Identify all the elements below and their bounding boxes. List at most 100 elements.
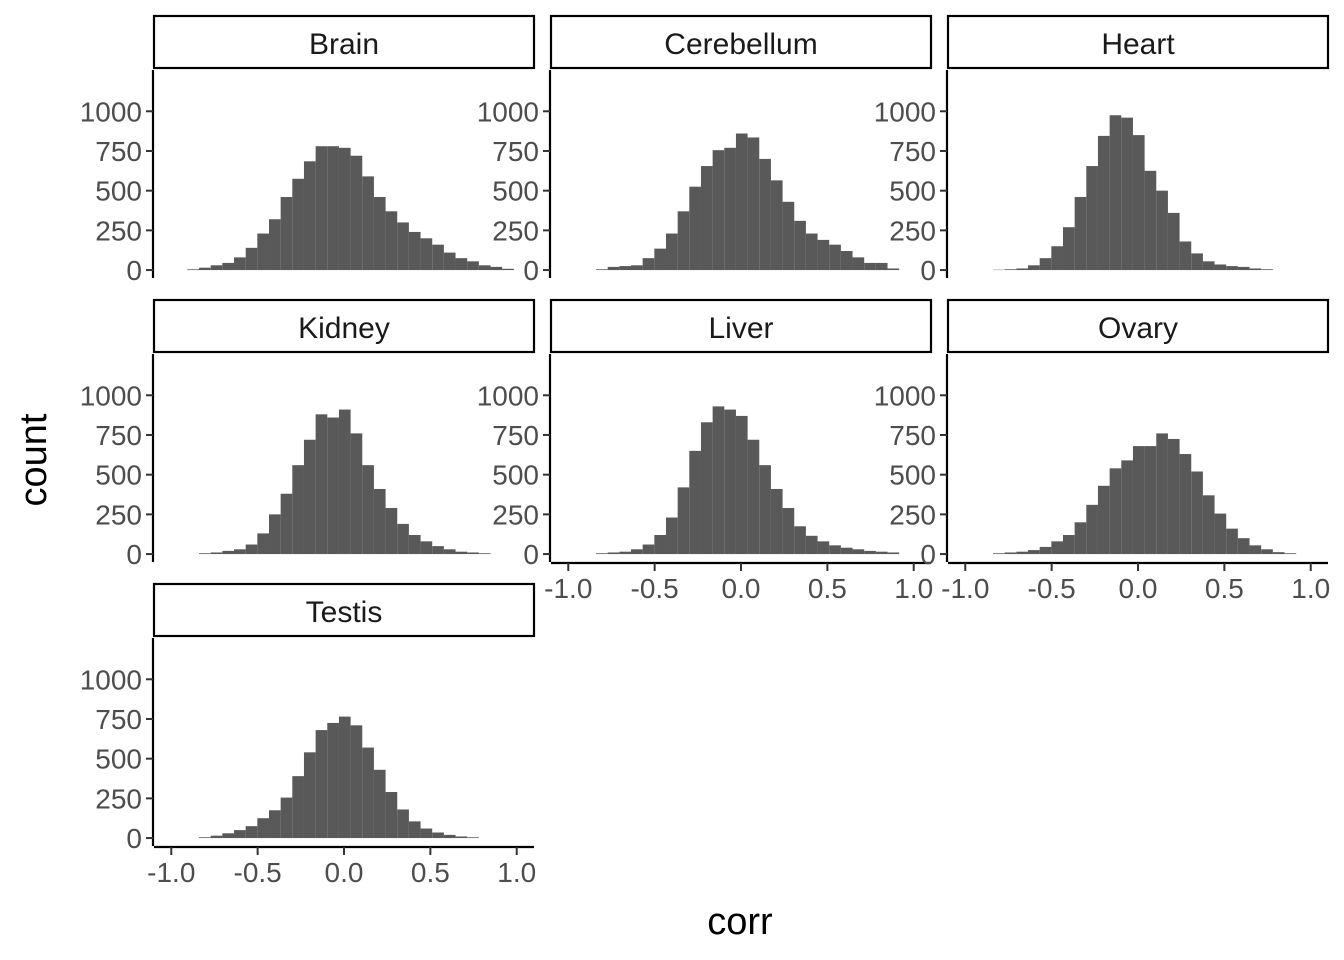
histogram-bar xyxy=(805,535,818,555)
histogram-bar xyxy=(747,439,760,555)
panels-layer: Brain 0 250 500 750 1000 Cerebellum 0 250 500 750 1… xyxy=(80,14,1330,888)
histogram-bar xyxy=(268,219,281,271)
histogram-bar xyxy=(1156,433,1168,555)
histogram-bar xyxy=(735,133,748,271)
y-tick-label: 500 xyxy=(889,176,936,207)
histogram-bar xyxy=(1132,446,1145,555)
histogram-bar xyxy=(373,769,386,839)
histogram-bar xyxy=(385,792,398,839)
histogram-bar xyxy=(619,266,632,271)
histogram-bar xyxy=(222,262,235,271)
strip-label: Liver xyxy=(708,312,773,345)
histogram-bar xyxy=(245,544,258,555)
histogram-bar xyxy=(1097,485,1110,555)
histogram-bar xyxy=(875,551,888,555)
histogram-bar xyxy=(245,247,258,271)
histogram-bar xyxy=(257,533,269,555)
y-tick-label: 0 xyxy=(126,255,142,286)
y-tick-label: 1000 xyxy=(80,96,142,127)
strip-label: Brain xyxy=(309,28,379,61)
histogram-bar xyxy=(700,422,713,555)
y-tick-label: 250 xyxy=(492,499,539,530)
histogram-bar xyxy=(257,233,269,271)
histogram-bar xyxy=(875,262,888,271)
x-tick-label: -1.0 xyxy=(941,573,989,604)
y-tick-label: 0 xyxy=(920,255,936,286)
panel-liver: Liver 0 250 500 750 1000 -1.0 -0.5 0.0 0.5 1.0 xyxy=(477,298,933,604)
strip-box xyxy=(152,582,536,638)
histogram-bar xyxy=(350,433,363,555)
histogram-bar xyxy=(210,835,223,839)
histogram-bar xyxy=(292,776,304,839)
histogram-bar xyxy=(1191,253,1203,271)
histogram-bar xyxy=(817,541,830,555)
histogram-bar xyxy=(268,514,281,555)
histogram-bar xyxy=(362,747,374,839)
histogram-bar xyxy=(338,409,351,555)
strip-box xyxy=(946,298,1330,354)
histogram-bar xyxy=(234,257,246,271)
histogram-bar xyxy=(1261,269,1273,271)
histogram-bar xyxy=(432,832,444,839)
histogram-bar xyxy=(631,549,643,555)
histogram-bar xyxy=(712,150,725,271)
y-tick-label: 1000 xyxy=(80,380,142,411)
histogram-bar xyxy=(467,261,479,271)
histogram-bar xyxy=(1144,446,1157,555)
histogram-bar xyxy=(1272,552,1285,555)
histogram-bar xyxy=(443,252,456,271)
histogram-bar xyxy=(596,269,608,271)
histogram-bar xyxy=(1016,268,1029,271)
histogram-bar xyxy=(1004,552,1017,555)
panel-ovary: Ovary 0 250 500 750 1000 -1.0 -0.5 0.0 0.5 1.0 xyxy=(874,298,1330,604)
histogram-bar xyxy=(408,821,421,839)
histogram-bar xyxy=(1144,170,1157,271)
histogram-bar xyxy=(199,267,211,271)
histogram-bar xyxy=(1109,468,1122,555)
histogram-bar xyxy=(455,836,468,839)
histogram-bar xyxy=(443,834,456,839)
histogram-bar xyxy=(1028,550,1040,555)
histogram-bar xyxy=(677,211,690,271)
y-tick-label: 1000 xyxy=(874,96,936,127)
y-tick-label: 250 xyxy=(492,215,539,246)
y-tick-label: 500 xyxy=(95,176,142,207)
histogram-bar xyxy=(1016,551,1029,555)
histogram-bar xyxy=(327,417,339,555)
histogram-bar xyxy=(759,158,771,271)
histogram-bar xyxy=(689,450,701,555)
histogram-bar xyxy=(1086,166,1098,271)
histogram-bar xyxy=(747,137,760,271)
histogram-bar xyxy=(1028,265,1040,271)
x-tick-label: -0.5 xyxy=(631,573,679,604)
histogram-bar xyxy=(852,549,865,555)
strip-box xyxy=(549,14,933,70)
y-tick-label: 750 xyxy=(95,420,142,451)
histogram-bar xyxy=(724,409,736,555)
histogram-bar xyxy=(478,265,491,271)
y-tick-label: 750 xyxy=(95,136,142,167)
x-tick-label: 1.0 xyxy=(894,573,933,604)
strip-label: Testis xyxy=(306,596,383,629)
histogram-bar xyxy=(455,258,468,271)
histogram-bar xyxy=(677,487,690,555)
panel-brain: Brain 0 250 500 750 1000 xyxy=(80,14,536,286)
histogram-bar xyxy=(408,535,421,555)
histogram-bar xyxy=(654,248,666,271)
histogram-bar xyxy=(607,552,620,555)
histogram-bar xyxy=(724,147,736,271)
histogram-bar xyxy=(1121,460,1133,555)
histogram-bar xyxy=(642,544,655,555)
histogram-bar xyxy=(315,146,328,271)
x-tick-label: -0.5 xyxy=(1028,573,1076,604)
histogram-bar xyxy=(245,826,258,839)
histogram-bar xyxy=(210,265,223,271)
histogram-bar xyxy=(420,828,433,839)
histogram-bar xyxy=(712,406,725,555)
histogram-bar xyxy=(1039,258,1052,271)
histogram-bar xyxy=(782,508,795,555)
histogram-bar xyxy=(1179,241,1192,271)
strip-box xyxy=(152,298,536,354)
x-axis-title: corr xyxy=(707,901,773,943)
histogram-bar xyxy=(1202,495,1215,555)
